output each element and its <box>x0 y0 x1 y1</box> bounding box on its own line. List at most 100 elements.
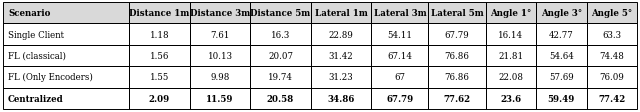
Bar <box>189 24 250 45</box>
Text: 22.08: 22.08 <box>499 73 524 82</box>
Text: 67: 67 <box>394 73 405 82</box>
Bar <box>428 3 486 24</box>
Bar <box>311 45 371 67</box>
Bar <box>536 45 586 67</box>
Text: 77.62: 77.62 <box>444 94 470 103</box>
Text: Distance 5m: Distance 5m <box>250 9 310 18</box>
Bar <box>3 45 129 67</box>
Bar <box>586 24 637 45</box>
Bar <box>311 67 371 88</box>
Bar <box>311 3 371 24</box>
Bar <box>189 88 250 109</box>
Bar <box>189 45 250 67</box>
Text: 9.98: 9.98 <box>211 73 230 82</box>
Text: 77.42: 77.42 <box>598 94 625 103</box>
Text: 23.6: 23.6 <box>500 94 522 103</box>
Bar <box>586 67 637 88</box>
Text: FL (Only Encoders): FL (Only Encoders) <box>8 73 93 82</box>
Text: Centralized: Centralized <box>8 94 64 103</box>
Bar <box>129 45 189 67</box>
Bar <box>189 3 250 24</box>
Bar <box>3 24 129 45</box>
Text: 20.07: 20.07 <box>268 52 293 60</box>
Bar <box>250 88 311 109</box>
Text: Lateral 1m: Lateral 1m <box>315 9 367 18</box>
Bar <box>3 67 129 88</box>
Bar <box>250 24 311 45</box>
Bar <box>586 45 637 67</box>
Text: FL (classical): FL (classical) <box>8 52 66 60</box>
Bar <box>311 24 371 45</box>
Text: 1.18: 1.18 <box>150 30 169 39</box>
Text: Lateral 3m: Lateral 3m <box>374 9 426 18</box>
Text: 7.61: 7.61 <box>211 30 230 39</box>
Text: 10.13: 10.13 <box>207 52 232 60</box>
Bar <box>536 3 586 24</box>
Bar <box>428 67 486 88</box>
Bar <box>371 3 428 24</box>
Text: 74.48: 74.48 <box>599 52 624 60</box>
Text: 31.42: 31.42 <box>329 52 353 60</box>
Bar <box>311 88 371 109</box>
Text: 22.89: 22.89 <box>328 30 353 39</box>
Text: 54.11: 54.11 <box>387 30 412 39</box>
Text: Angle 1°: Angle 1° <box>490 9 531 18</box>
Text: 76.09: 76.09 <box>599 73 624 82</box>
Bar <box>129 24 189 45</box>
Text: Angle 5°: Angle 5° <box>591 9 632 18</box>
Text: 1.56: 1.56 <box>150 52 169 60</box>
Bar <box>371 88 428 109</box>
Bar <box>371 45 428 67</box>
Text: 76.86: 76.86 <box>445 73 470 82</box>
Text: 19.74: 19.74 <box>268 73 293 82</box>
Bar <box>428 24 486 45</box>
Text: 59.49: 59.49 <box>548 94 575 103</box>
Text: Single Client: Single Client <box>8 30 64 39</box>
Text: Scenario: Scenario <box>8 9 51 18</box>
Bar <box>371 24 428 45</box>
Bar <box>486 67 536 88</box>
Text: Distance 1m: Distance 1m <box>129 9 189 18</box>
Text: 31.23: 31.23 <box>329 73 353 82</box>
Text: Distance 3m: Distance 3m <box>190 9 250 18</box>
Bar <box>486 88 536 109</box>
Bar <box>486 24 536 45</box>
Text: 2.09: 2.09 <box>149 94 170 103</box>
Bar <box>536 24 586 45</box>
Bar <box>428 45 486 67</box>
Text: 67.79: 67.79 <box>445 30 469 39</box>
Bar <box>536 88 586 109</box>
Bar <box>129 3 189 24</box>
Text: 67.14: 67.14 <box>387 52 412 60</box>
Bar <box>250 67 311 88</box>
Bar <box>3 3 637 24</box>
Bar <box>129 67 189 88</box>
Text: 57.69: 57.69 <box>549 73 573 82</box>
Bar <box>586 3 637 24</box>
Text: 20.58: 20.58 <box>267 94 294 103</box>
Bar <box>371 67 428 88</box>
Bar <box>536 67 586 88</box>
Text: Angle 3°: Angle 3° <box>541 9 582 18</box>
Bar <box>129 88 189 109</box>
Text: 63.3: 63.3 <box>602 30 621 39</box>
Text: 16.14: 16.14 <box>499 30 524 39</box>
Bar <box>250 45 311 67</box>
Bar <box>486 45 536 67</box>
Text: 1.55: 1.55 <box>150 73 169 82</box>
Text: Lateral 5m: Lateral 5m <box>431 9 483 18</box>
Bar <box>189 67 250 88</box>
Bar <box>3 3 129 24</box>
Text: 76.86: 76.86 <box>445 52 470 60</box>
Text: 34.86: 34.86 <box>327 94 355 103</box>
Text: 21.81: 21.81 <box>499 52 524 60</box>
Text: 54.64: 54.64 <box>549 52 573 60</box>
Text: 67.79: 67.79 <box>387 94 413 103</box>
Bar <box>586 88 637 109</box>
Text: 16.3: 16.3 <box>271 30 290 39</box>
Bar <box>3 88 129 109</box>
Text: 11.59: 11.59 <box>206 94 234 103</box>
Text: 42.77: 42.77 <box>549 30 573 39</box>
Bar <box>250 3 311 24</box>
Bar <box>428 88 486 109</box>
